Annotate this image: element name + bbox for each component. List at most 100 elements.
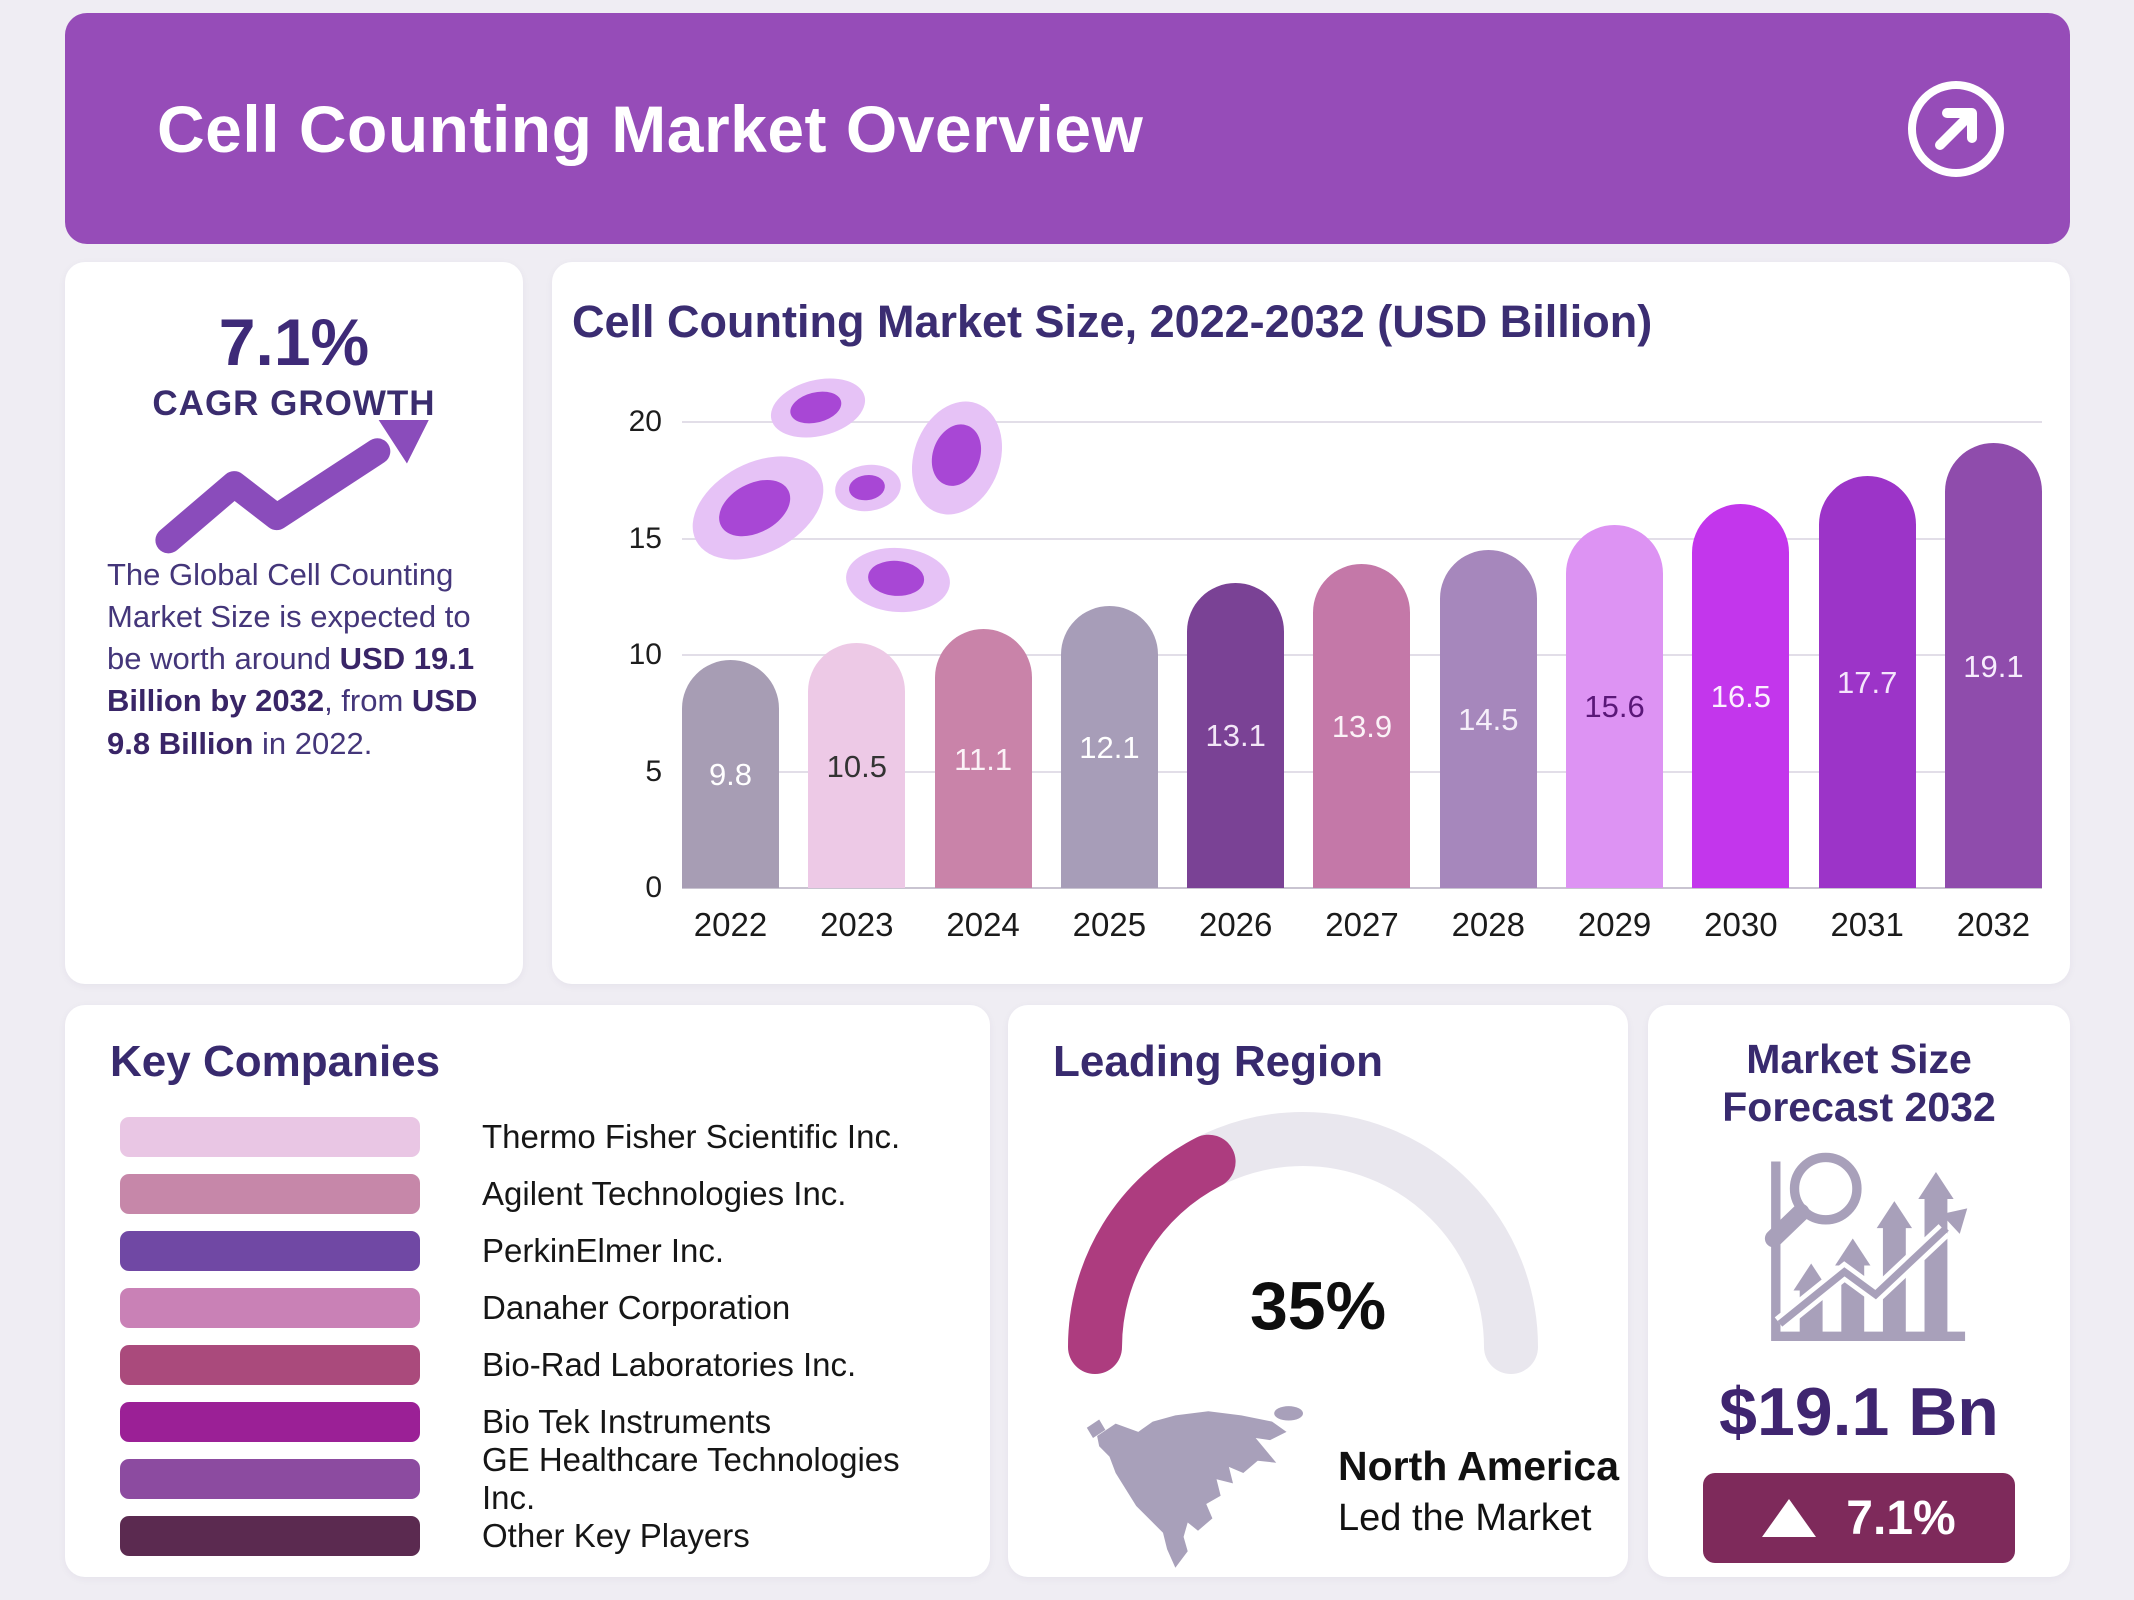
company-row: PerkinElmer Inc. [120,1231,950,1271]
desc-highlight: USD 19.1 Billion by 2032 [107,641,475,719]
x-axis-label: 2028 [1451,906,1525,943]
region-name: North America [1338,1443,1619,1489]
bar-2031: 17.7 2031 [1818,475,1916,943]
company-color-bar [120,1459,420,1499]
bar-2024: 11.1 2024 [934,629,1032,943]
bar-value-label: 9.8 [708,756,753,792]
company-color-bar [120,1516,420,1556]
desc-text: , from [324,683,412,719]
gauge-percent-label: 35% [1249,1268,1387,1344]
bar-value-label: 15.6 [1584,689,1645,725]
desc-highlight: USD 9.8 Billion [107,683,478,761]
company-color-bar [120,1231,420,1271]
forecast-title-line1: Market Size [1746,1036,1972,1082]
y-tick-label: 0 [645,871,662,904]
chart-card: Cell Counting Market Size, 2022-2032 (US… [552,262,2070,984]
x-axis-label: 2027 [1325,906,1399,943]
gridline [682,887,2042,889]
gauge-fill [1068,1134,1236,1374]
company-name: Thermo Fisher Scientific Inc. [482,1118,901,1155]
y-tick-label: 20 [628,405,662,438]
bar-2025: 12.1 2025 [1060,606,1158,943]
bar-2022: 9.8 2022 [682,659,779,943]
company-name: GE Healthcare Technologies Inc. [482,1441,900,1516]
company-list: Thermo Fisher Scientific Inc. Agilent Tec… [120,1117,950,1573]
company-name: Bio Tek Instruments [482,1403,772,1440]
region-subtitle: Led the Market [1338,1497,1592,1539]
forecast-title: Market Size Forecast 2032 [1648,1035,2070,1132]
company-row: Other Key Players [120,1516,950,1556]
bar-2023: 10.5 2023 [808,643,906,943]
bar-value-label: 14.5 [1458,702,1519,738]
chart-title: Cell Counting Market Size, 2022-2032 (US… [572,296,1653,347]
gridline [682,421,2042,423]
x-axis-label: 2022 [693,906,768,943]
cagr-percent: 7.1% [218,305,370,379]
company-row: GE Healthcare Technologies Inc. [120,1441,950,1516]
company-name: Agilent Technologies Inc. [482,1175,847,1212]
desc-text: The Global Cell Counting Market Size is … [107,557,471,677]
company-row: Bio Tek Instruments [120,1402,950,1442]
bars-row: 9.8 2022 10.5 2023 11.1 2024 12.1 2025 13.1 2026 1… [682,422,2042,943]
y-tick-label: 5 [645,754,662,788]
cagr-label: CAGR GROWTH [152,384,436,423]
x-axis-label: 2025 [1072,906,1147,943]
x-axis-label: 2030 [1704,906,1778,943]
bar-2029: 15.6 2029 [1566,524,1664,943]
bar-value-label: 13.9 [1331,709,1393,745]
x-axis-label: 2023 [820,906,894,943]
company-name: PerkinElmer Inc. [482,1232,725,1269]
gridline [682,537,2042,540]
bar-2030: 16.5 2030 [1692,503,1790,943]
x-axis-label: 2026 [1198,906,1273,943]
forecast-value: $19.1 Bn [1719,1374,1999,1450]
key-companies-card: Key Companies Thermo Fisher Scientific I… [65,1005,990,1577]
forecast-card: Market Size Forecast 2032 $19.1 Bn [1648,1005,2070,1577]
bar-value-label: 10.5 [826,748,887,784]
bar-value-label: 19.1 [1963,648,2024,684]
chart-yaxis: 0 5 10 15 20 [582,405,662,904]
page-title: Cell Counting Market Overview [157,91,1144,166]
bar-2028: 14.5 2028 [1439,550,1537,943]
key-companies-title: Key Companies [110,1037,441,1086]
bar-value-label: 13.1 [1205,718,1266,754]
y-tick-label: 10 [628,638,662,671]
leading-region-card: Leading Region 35% North America Led the… [1008,1005,1628,1577]
chart-plot: 9.8 2022 10.5 2023 11.1 2024 12.1 2025 13.1 2026 1… [682,421,2042,943]
bar-2032: 19.1 2032 [1944,442,2042,943]
company-name: Other Key Players [482,1517,750,1554]
triangle-up-icon [1762,1499,1817,1537]
arrow-up-right-circle-icon[interactable] [1904,77,2008,181]
x-axis-label: 2024 [946,906,1020,943]
x-axis-label: 2031 [1830,906,1904,943]
gauge-chart [1068,1112,1538,1374]
growth-badge: 7.1% [1703,1473,2015,1563]
growth-badge-value: 7.1% [1846,1491,1956,1545]
forecast-title-line2: Forecast 2032 [1722,1084,1996,1131]
company-row: Agilent Technologies Inc. [120,1174,950,1214]
leading-region-title: Leading Region [1053,1037,1383,1086]
y-tick-label: 15 [628,521,662,555]
cagr-description: The Global Cell Counting Market Size is … [107,554,483,765]
bar-value-label: 17.7 [1837,664,1898,700]
company-row: Thermo Fisher Scientific Inc. [120,1117,950,1157]
company-color-bar [120,1117,420,1157]
cagr-card: 7.1% CAGR GROWTH The Global Cell Countin… [65,262,523,984]
company-name: Danaher Corporation [482,1289,791,1326]
chart-growth-magnifier-icon [1744,1147,1974,1360]
bar-value-label: 16.5 [1710,678,1772,714]
bar-value-label: 11.1 [954,741,1013,777]
company-row: Bio-Rad Laboratories Inc. [120,1345,950,1385]
desc-text: in 2022. [253,725,373,761]
company-color-bar [120,1345,420,1385]
trend-up-arrow-icon [153,417,443,565]
header-banner: Cell Counting Market Overview [65,13,2070,244]
north-america-map-icon [1053,1401,1343,1581]
company-name: Bio-Rad Laboratories Inc. [482,1346,857,1383]
bar-2027: 13.9 2027 [1313,564,1411,943]
x-axis-label: 2029 [1577,906,1652,943]
bar-2026: 13.1 2026 [1187,582,1285,943]
bar-value-label: 12.1 [1079,730,1140,766]
company-color-bar [120,1402,420,1442]
